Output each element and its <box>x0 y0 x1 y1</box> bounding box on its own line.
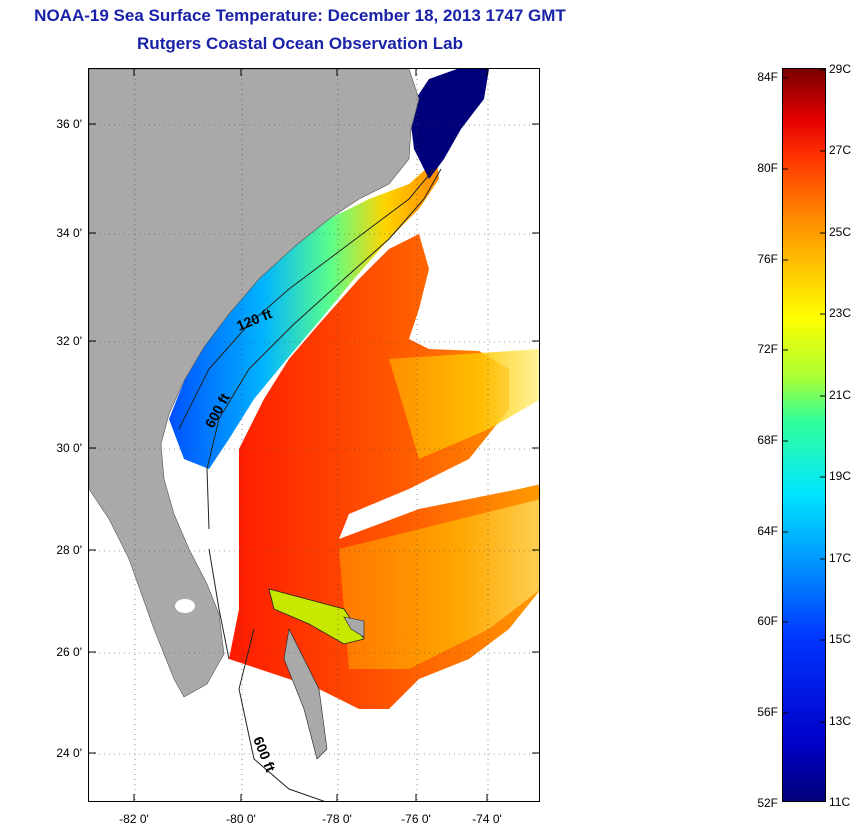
colorbar-label-64F: 64F <box>757 524 778 538</box>
lat-label-26: 26 0' <box>56 645 82 659</box>
lat-label-34: 34 0' <box>56 226 82 240</box>
lon-label-78: -78 0' <box>322 812 352 826</box>
temperature-colorbar <box>782 68 826 802</box>
lat-label-32: 32 0' <box>56 334 82 348</box>
colorbar-label-17C: 17C <box>829 551 852 565</box>
colorbar-label-29C: 29C <box>829 62 852 76</box>
lon-label-76: -76 0' <box>401 812 431 826</box>
us-land <box>89 69 420 698</box>
lake-okeechobee <box>175 599 195 613</box>
colorbar-label-25C: 25C <box>829 225 852 239</box>
colorbar-label-68F: 68F <box>757 433 778 447</box>
bahamas-islands <box>268 588 365 645</box>
colorbar-label-27C: 27C <box>829 143 852 157</box>
contour-600ft <box>206 168 442 530</box>
offshore-water-south <box>339 499 539 669</box>
pamlico-sound <box>409 69 489 179</box>
colorbar-label-84F: 84F <box>757 70 778 84</box>
colorbar-label-80F: 80F <box>757 161 778 175</box>
colorbar-label-13C: 13C <box>829 714 852 728</box>
sst-map: 120 ft 600 ft 600 ft <box>88 68 540 802</box>
colorbar-label-23C: 23C <box>829 306 852 320</box>
lon-label-82: -82 0' <box>119 812 149 826</box>
colorbar-label-72F: 72F <box>757 342 778 356</box>
lat-label-30: 30 0' <box>56 441 82 455</box>
colorbar-label-52F: 52F <box>757 796 778 810</box>
lon-label-80: -80 0' <box>226 812 256 826</box>
colorbar-label-21C: 21C <box>829 388 852 402</box>
colorbar-label-60F: 60F <box>757 614 778 628</box>
lat-label-36: 36 0' <box>56 117 82 131</box>
colorbar-label-15C: 15C <box>829 632 852 646</box>
offshore-water-east <box>389 349 539 459</box>
colorbar-label-76F: 76F <box>757 252 778 266</box>
lat-label-24: 24 0' <box>56 746 82 760</box>
lon-label-74: -74 0' <box>472 812 502 826</box>
sst-map-image: 120 ft 600 ft 600 ft <box>89 69 539 801</box>
colorbar-label-11C: 11C <box>829 795 851 809</box>
coastal-cold-water <box>169 159 439 469</box>
map-title: NOAA-19 Sea Surface Temperature: Decembe… <box>34 6 566 25</box>
contour-120ft <box>178 168 435 430</box>
colorbar-label-19C: 19C <box>829 469 852 483</box>
map-subtitle: Rutgers Coastal Ocean Observation Lab <box>137 34 463 53</box>
lat-label-28: 28 0' <box>56 543 82 557</box>
colorbar-label-56F: 56F <box>757 705 778 719</box>
